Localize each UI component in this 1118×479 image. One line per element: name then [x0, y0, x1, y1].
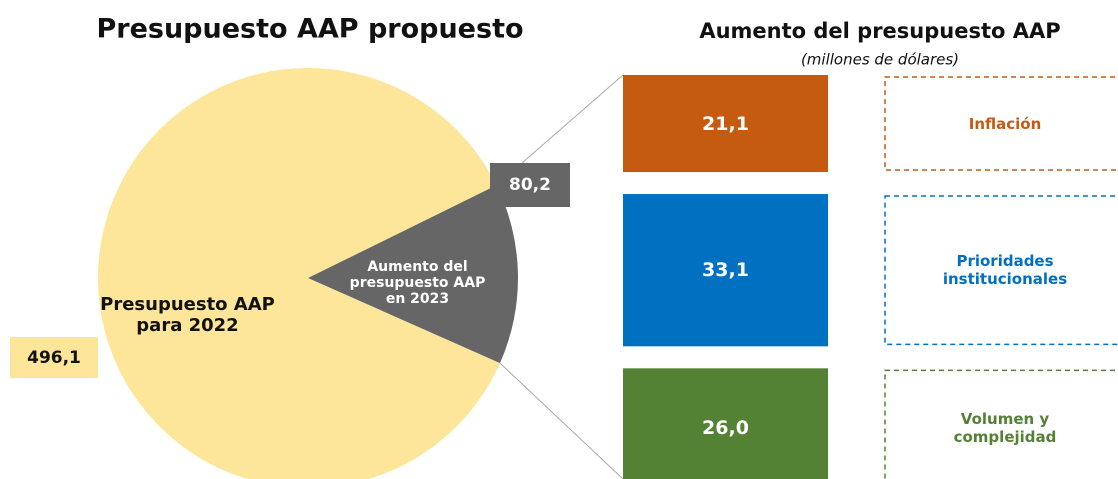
- bar-title: Aumento del presupuesto AAP: [699, 19, 1060, 43]
- bar-subtitle: (millones de dólares): [801, 51, 959, 69]
- category-box: [884, 76, 1118, 171]
- connector: [499, 362, 624, 479]
- slice-label: Aumento del presupuesto AAP en 2023: [349, 258, 486, 307]
- category-box: [884, 195, 1118, 346]
- category-label: Inflación: [968, 114, 1042, 133]
- category-label: Prioridades institucionales: [942, 252, 1068, 289]
- pie-slice: [98, 68, 500, 479]
- bar-segment: [623, 75, 828, 173]
- bar-segment: [623, 194, 828, 347]
- pie-slice: [308, 185, 519, 364]
- category-box: [884, 369, 1118, 479]
- value-label: 21,1: [702, 112, 749, 135]
- slice-label: Presupuesto AAP para 2022: [100, 294, 275, 336]
- category-label: Volumen y complejidad: [953, 410, 1057, 447]
- value-label: 33,1: [702, 259, 749, 282]
- pie-title: Presupuesto AAP propuesto: [96, 14, 523, 45]
- value-label: 26,0: [702, 417, 749, 440]
- value-label: 496,1: [10, 337, 98, 378]
- value-label: 80,2: [490, 163, 570, 207]
- bar-segment: [623, 368, 828, 479]
